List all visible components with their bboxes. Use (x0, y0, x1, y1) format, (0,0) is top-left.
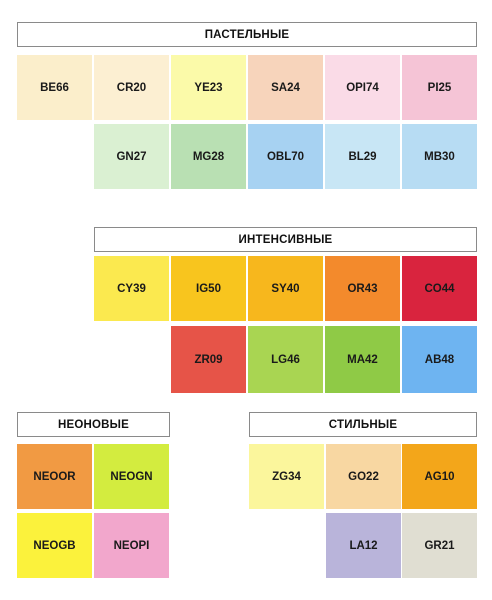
swatch-co44: CO44 (402, 256, 477, 321)
swatch-zg34: ZG34 (249, 444, 324, 509)
swatch-gr21: GR21 (402, 513, 477, 578)
swatch-go22: GO22 (326, 444, 401, 509)
swatch-gn27: GN27 (94, 124, 169, 189)
swatch-or43: OR43 (325, 256, 400, 321)
swatch-opi74: OPI74 (325, 55, 400, 120)
swatch-neopi: NEOPI (94, 513, 169, 578)
swatch-ab48: AB48 (402, 326, 477, 393)
swatch-neogb: NEOGB (17, 513, 92, 578)
swatch-lg46: LG46 (248, 326, 323, 393)
swatch-mb30: MB30 (402, 124, 477, 189)
swatch-neogn: NEOGN (94, 444, 169, 509)
swatch-sy40: SY40 (248, 256, 323, 321)
swatch-ma42: MA42 (325, 326, 400, 393)
header-pastel: ПАСТЕЛЬНЫЕ (17, 22, 477, 47)
header-stylish: СТИЛЬНЫЕ (249, 412, 477, 437)
swatch-cr20: CR20 (94, 55, 169, 120)
swatch-be66: BE66 (17, 55, 92, 120)
swatch-ag10: AG10 (402, 444, 477, 509)
swatch-cy39: CY39 (94, 256, 169, 321)
swatch-ig50: IG50 (171, 256, 246, 321)
header-neon: НЕОНОВЫЕ (17, 412, 170, 437)
swatch-neoor: NEOOR (17, 444, 92, 509)
header-intense: ИНТЕНСИВНЫЕ (94, 227, 477, 252)
swatch-obl70: OBL70 (248, 124, 323, 189)
swatch-pi25: PI25 (402, 55, 477, 120)
swatch-ye23: YE23 (171, 55, 246, 120)
swatch-zr09: ZR09 (171, 326, 246, 393)
swatch-bl29: BL29 (325, 124, 400, 189)
swatch-mg28: MG28 (171, 124, 246, 189)
swatch-la12: LA12 (326, 513, 401, 578)
swatch-sa24: SA24 (248, 55, 323, 120)
